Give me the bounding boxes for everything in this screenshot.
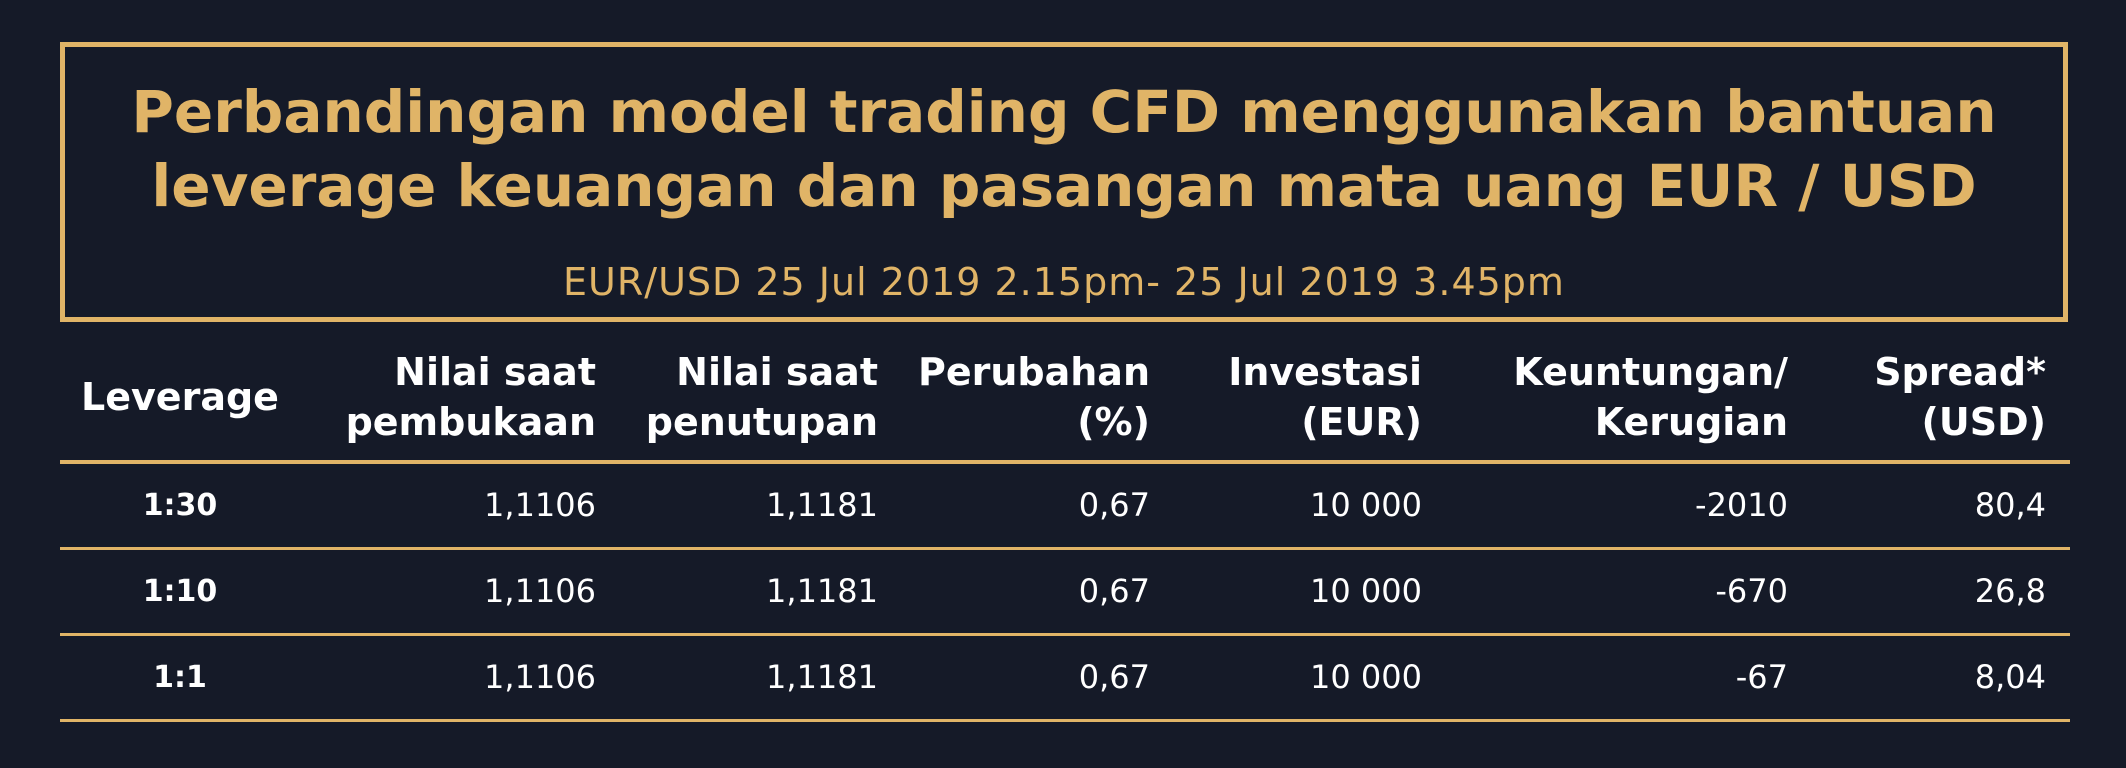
header-profit-loss: Keuntungan/ Kerugian xyxy=(1446,334,1812,464)
header-leverage: Leverage xyxy=(60,334,300,464)
cell-opening-value: 1,1106 xyxy=(300,462,620,550)
table-header: Leverage Nilai saat pembukaan Nilai saat… xyxy=(60,334,2070,464)
cell-closing-value: 1,1181 xyxy=(620,634,902,722)
cell-opening-value: 1,1106 xyxy=(300,634,620,722)
page-subtitle: EUR/USD 25 Jul 2019 2.15pm- 25 Jul 2019 … xyxy=(563,260,1565,304)
table-row: 1:30 1,1106 1,1181 0,67 10 000 -2010 80,… xyxy=(60,462,2070,550)
header-spread-line1: Spread* xyxy=(1874,350,2046,394)
cell-profit-loss: -2010 xyxy=(1446,462,1812,550)
title-line-2: leverage keuangan dan pasangan mata uang… xyxy=(151,152,1977,220)
header-spread: Spread* (USD) xyxy=(1812,334,2070,464)
header-profit-loss-line1: Keuntungan/ xyxy=(1513,350,1788,394)
header-profit-loss-line2: Kerugian xyxy=(1594,400,1788,444)
cell-closing-value: 1,1181 xyxy=(620,462,902,550)
header-investment-line1: Investasi xyxy=(1228,350,1422,394)
header-investment: Investasi (EUR) xyxy=(1174,334,1446,464)
cell-closing-value: 1,1181 xyxy=(620,548,902,636)
cell-spread: 8,04 xyxy=(1812,634,2070,722)
cell-spread: 80,4 xyxy=(1812,462,2070,550)
header-investment-line2: (EUR) xyxy=(1301,400,1422,444)
cell-leverage: 1:1 xyxy=(60,634,300,722)
header-opening-value-line2: pembukaan xyxy=(345,400,596,444)
cell-leverage: 1:10 xyxy=(60,548,300,636)
header-opening-value: Nilai saat pembukaan xyxy=(300,334,620,464)
title-box: Perbandingan model trading CFD menggunak… xyxy=(60,42,2068,322)
cell-change-percent: 0,67 xyxy=(902,634,1174,722)
cell-spread: 26,8 xyxy=(1812,548,2070,636)
header-closing-value-line1: Nilai saat xyxy=(676,350,878,394)
header-change-percent: Perubahan (%) xyxy=(902,334,1174,464)
header-change-percent-line2: (%) xyxy=(1077,400,1150,444)
cell-investment: 10 000 xyxy=(1174,548,1446,636)
cell-profit-loss: -67 xyxy=(1446,634,1812,722)
header-opening-value-line1: Nilai saat xyxy=(394,350,596,394)
page-title: Perbandingan model trading CFD menggunak… xyxy=(65,75,2063,223)
cell-change-percent: 0,67 xyxy=(902,462,1174,550)
comparison-table: Leverage Nilai saat pembukaan Nilai saat… xyxy=(60,334,2070,722)
cell-investment: 10 000 xyxy=(1174,634,1446,722)
table-row: 1:1 1,1106 1,1181 0,67 10 000 -67 8,04 xyxy=(60,634,2070,722)
table-row: 1:10 1,1106 1,1181 0,67 10 000 -670 26,8 xyxy=(60,548,2070,636)
cell-investment: 10 000 xyxy=(1174,462,1446,550)
title-line-1: Perbandingan model trading CFD menggunak… xyxy=(131,78,1997,146)
cell-leverage: 1:30 xyxy=(60,462,300,550)
header-leverage-label: Leverage xyxy=(81,375,279,419)
header-closing-value: Nilai saat penutupan xyxy=(620,334,902,464)
header-change-percent-line1: Perubahan xyxy=(917,350,1150,394)
comparison-table-wrapper: Leverage Nilai saat pembukaan Nilai saat… xyxy=(60,334,2070,722)
cell-profit-loss: -670 xyxy=(1446,548,1812,636)
header-closing-value-line2: penutupan xyxy=(645,400,878,444)
table-body: 1:30 1,1106 1,1181 0,67 10 000 -2010 80,… xyxy=(60,462,2070,722)
header-row: Leverage Nilai saat pembukaan Nilai saat… xyxy=(60,334,2070,464)
header-spread-line2: (USD) xyxy=(1921,400,2046,444)
cell-change-percent: 0,67 xyxy=(902,548,1174,636)
cell-opening-value: 1,1106 xyxy=(300,548,620,636)
